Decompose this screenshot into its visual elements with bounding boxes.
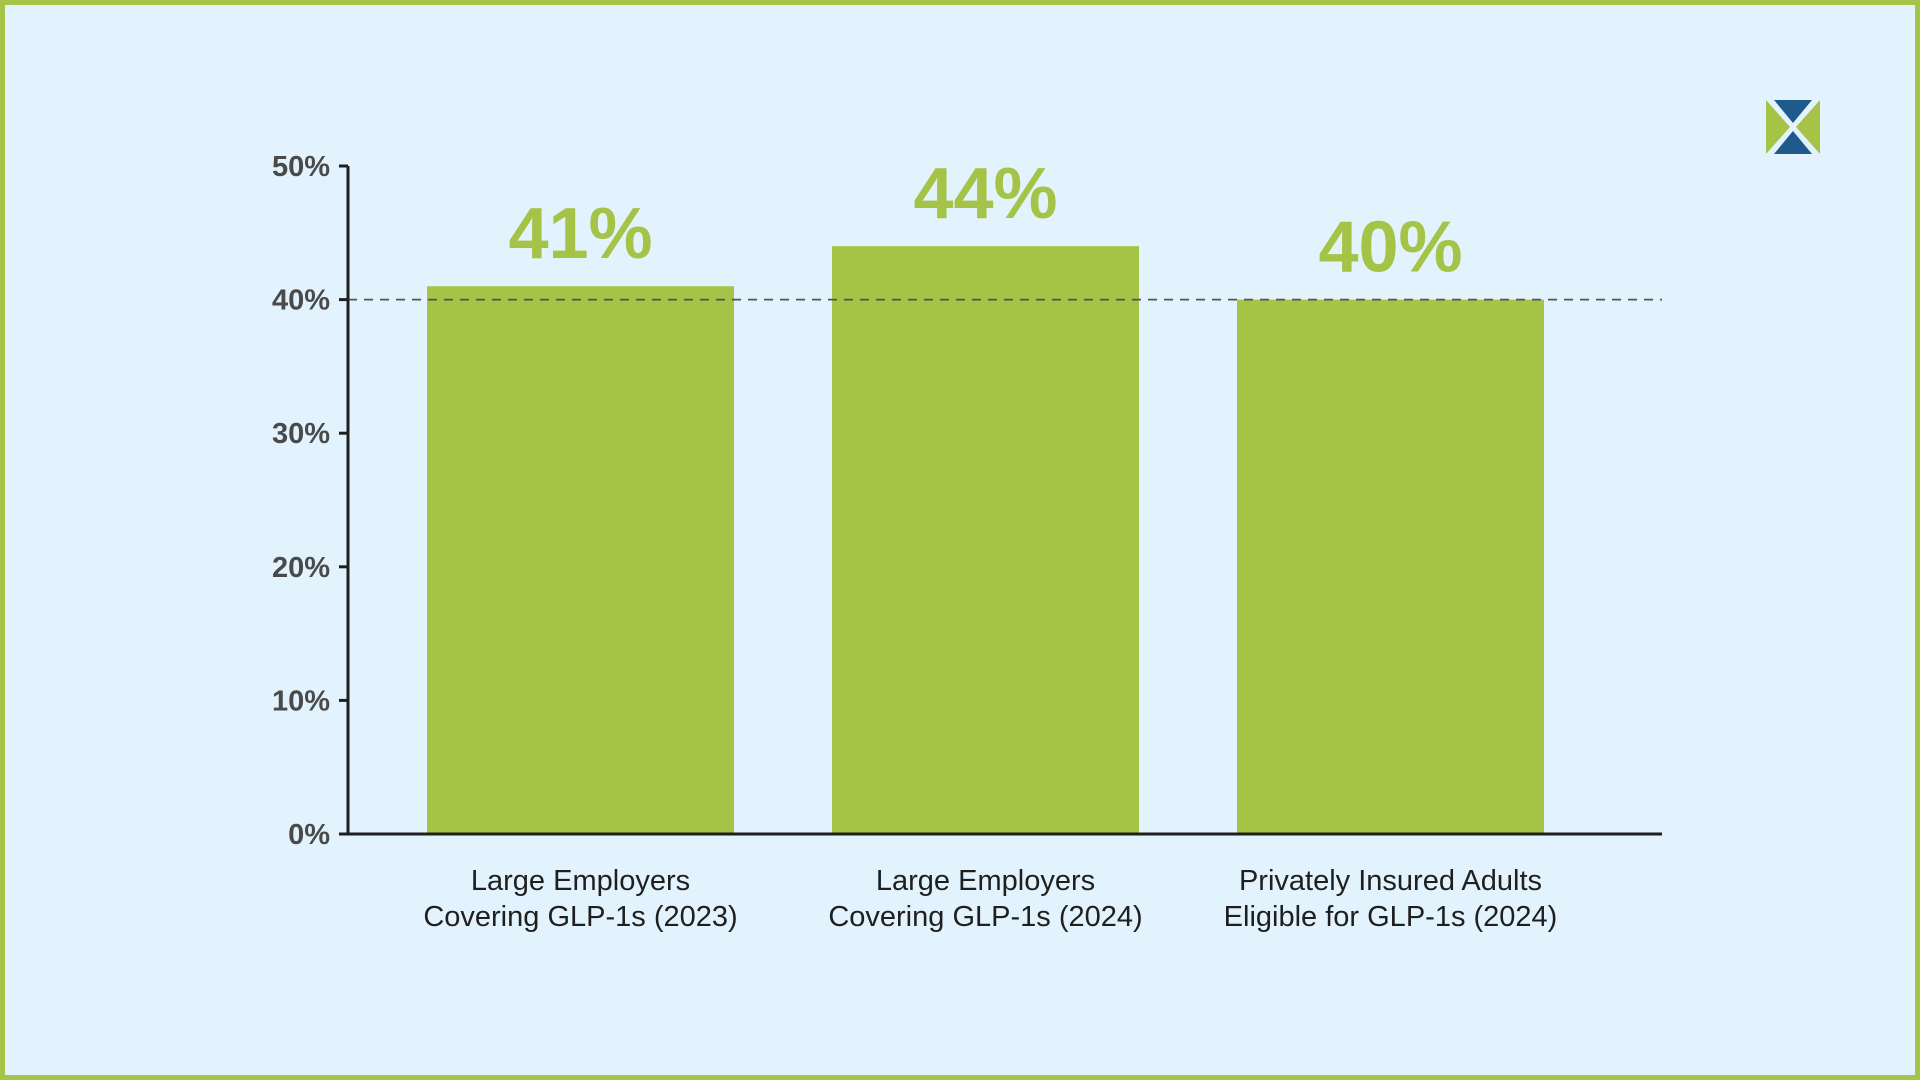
logo-top-triangle: [1774, 100, 1812, 123]
y-tick-label: 30%: [272, 418, 330, 450]
y-tick-label: 10%: [272, 685, 330, 717]
category-label: Privately Insured Adults Eligible for GLP…: [1224, 865, 1558, 933]
bar: [832, 246, 1139, 834]
logo-right-triangle: [1796, 100, 1820, 154]
category-label: Large Employers Covering GLP-1s (2024): [828, 865, 1142, 933]
category-label: Large Employers Covering GLP-1s (2023): [423, 865, 737, 933]
category-label-line: Eligible for GLP-1s (2024): [1224, 901, 1558, 933]
category-label-line: Large Employers: [471, 865, 690, 897]
data-label: 44%: [913, 154, 1057, 234]
data-label: 41%: [508, 194, 652, 274]
plot-area: 0% 10% 20% 30% 40% 50% 41% 44% 40% Large Employer…: [272, 151, 1662, 933]
category-label-line: Covering GLP-1s (2024): [828, 901, 1142, 933]
data-label: 40%: [1318, 208, 1462, 288]
y-tick-label: 40%: [272, 285, 330, 317]
bar: [427, 286, 734, 834]
bar: [1237, 299, 1544, 835]
category-label-line: Large Employers: [876, 865, 1095, 897]
y-tick-label: 50%: [272, 151, 330, 183]
logo-bottom-triangle: [1774, 131, 1812, 154]
y-tick-label: 0%: [288, 819, 330, 851]
x-logo-icon: [1766, 100, 1820, 154]
y-tick-label: 20%: [272, 552, 330, 584]
category-label-line: Privately Insured Adults: [1239, 865, 1542, 897]
logo-left-triangle: [1766, 100, 1790, 154]
category-label-line: Covering GLP-1s (2023): [423, 901, 737, 933]
